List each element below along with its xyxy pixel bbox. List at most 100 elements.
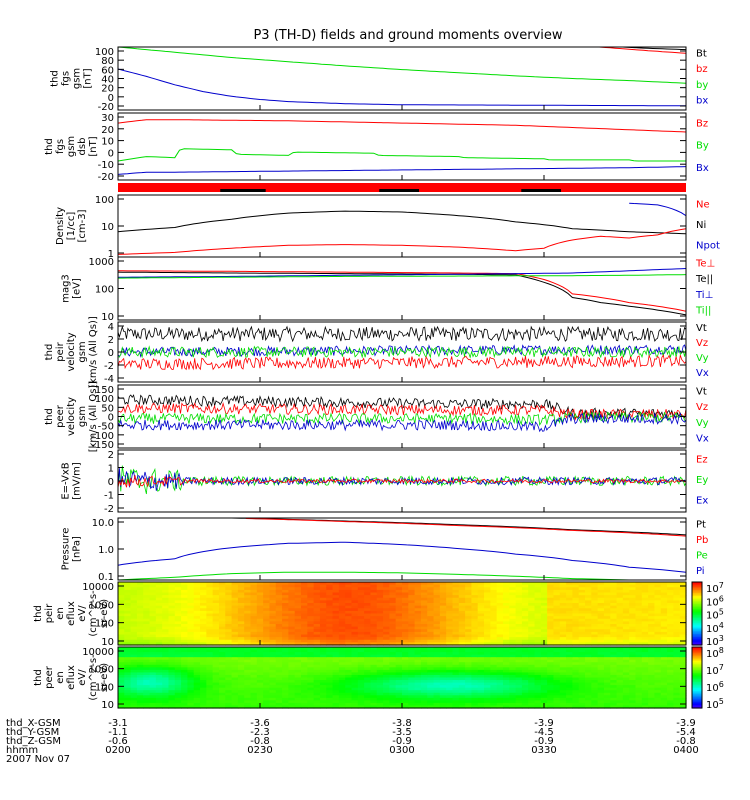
heatmap-cell	[572, 659, 580, 663]
heatmap-cell	[364, 597, 372, 601]
heatmap-cell	[667, 642, 674, 646]
heatmap-cell	[206, 621, 214, 625]
heatmap-cell	[168, 649, 176, 653]
heatmap-cell	[319, 685, 327, 689]
heatmap-cell	[225, 621, 233, 625]
heatmap-cell	[231, 662, 239, 666]
heatmap-cell	[143, 697, 151, 701]
heatmap-cell	[578, 587, 586, 591]
x-row-value: -4.5	[534, 727, 554, 738]
heatmap-cell	[654, 692, 662, 696]
heatmap-cell	[282, 702, 289, 707]
heatmap-cell	[572, 631, 580, 636]
heatmap-cell	[477, 690, 485, 694]
heatmap-cell	[149, 659, 157, 663]
heatmap-cell	[446, 621, 454, 625]
heatmap-cell	[376, 639, 384, 643]
heatmap-cell	[427, 705, 435, 709]
heatmap-cell	[540, 662, 548, 666]
heatmap-cell	[603, 608, 611, 612]
heatmap-cell	[225, 584, 233, 588]
heatmap-cell	[351, 677, 359, 681]
heatmap-cell	[414, 685, 422, 689]
heatmap-cell	[383, 674, 390, 679]
heatmap-cell	[559, 674, 567, 679]
heatmap-cell	[162, 608, 170, 612]
heatmap-cell	[143, 654, 151, 658]
heatmap-cell	[458, 662, 466, 666]
heatmap-cell	[143, 702, 151, 707]
heatmap-cell	[294, 667, 302, 671]
heatmap-cell	[547, 621, 555, 625]
heatmap-cell	[174, 685, 182, 689]
heatmap-cell	[559, 700, 567, 704]
heatmap-cell	[162, 659, 170, 663]
heatmap-cell	[351, 695, 359, 699]
heatmap-cell	[534, 618, 542, 622]
heatmap-cell	[534, 642, 542, 646]
colorbar-segment	[692, 663, 702, 666]
heatmap-cell	[149, 690, 157, 694]
heatmap-cell	[667, 610, 674, 615]
heatmap-cell	[484, 667, 491, 671]
heatmap-cell	[439, 595, 447, 599]
heatmap-cell	[301, 618, 308, 622]
heatmap-cell	[648, 616, 656, 620]
heatmap-cell	[635, 618, 643, 622]
heatmap-cell	[370, 705, 378, 709]
heatmap-cell	[446, 674, 454, 679]
heatmap-cell	[641, 589, 649, 594]
heatmap-cell	[673, 702, 681, 707]
heatmap-cell	[559, 685, 567, 689]
heatmap-cell	[269, 672, 277, 676]
heatmap-cell	[319, 652, 327, 656]
heatmap-cell	[603, 690, 611, 694]
heatmap-cell	[496, 652, 504, 656]
heatmap-cell	[622, 674, 630, 679]
heatmap-cell	[521, 647, 529, 651]
heatmap-cell	[269, 582, 277, 586]
heatmap-cell	[591, 613, 599, 617]
heatmap-cell	[433, 629, 441, 633]
heatmap-cell	[477, 595, 485, 599]
heatmap-cell	[244, 605, 252, 609]
heatmap-cell	[288, 700, 296, 704]
heatmap-cell	[130, 695, 138, 699]
heatmap-cell	[351, 649, 359, 653]
heatmap-cell	[420, 603, 428, 607]
heatmap-cell	[578, 605, 586, 609]
heatmap-cell	[484, 697, 491, 701]
heatmap-cell	[376, 629, 384, 633]
heatmap-cell	[420, 637, 428, 641]
heatmap-cell	[332, 667, 340, 671]
heatmap-cell	[193, 589, 201, 594]
heatmap-cell	[130, 613, 138, 617]
heatmap-cell	[282, 667, 289, 671]
heatmap-cell	[641, 597, 649, 601]
heatmap-cell	[585, 597, 592, 601]
heatmap-cell	[231, 687, 239, 691]
heatmap-cell	[446, 634, 454, 638]
heatmap-cell	[130, 584, 138, 588]
heatmap-cell	[528, 700, 536, 704]
heatmap-cell	[237, 608, 245, 612]
heatmap-cell	[509, 697, 517, 701]
heatmap-cell	[673, 595, 681, 599]
heatmap-cell	[187, 603, 195, 607]
heatmap-cell	[635, 664, 643, 668]
heatmap-cell	[181, 705, 189, 709]
heatmap-cell	[244, 613, 252, 617]
heatmap-cell	[187, 695, 195, 699]
heatmap-cell	[155, 584, 163, 588]
heatmap-cell	[521, 589, 529, 594]
colorbar-segment	[692, 647, 702, 650]
heatmap-cell	[572, 592, 580, 596]
heatmap-cell	[282, 672, 289, 676]
heatmap-cell	[244, 626, 252, 630]
heatmap-cell	[231, 600, 239, 604]
heatmap-cell	[395, 674, 403, 679]
heatmap-cell	[181, 616, 189, 620]
heatmap-cell	[521, 657, 529, 661]
heatmap-cell	[534, 652, 542, 656]
heatmap-cell	[648, 589, 656, 594]
